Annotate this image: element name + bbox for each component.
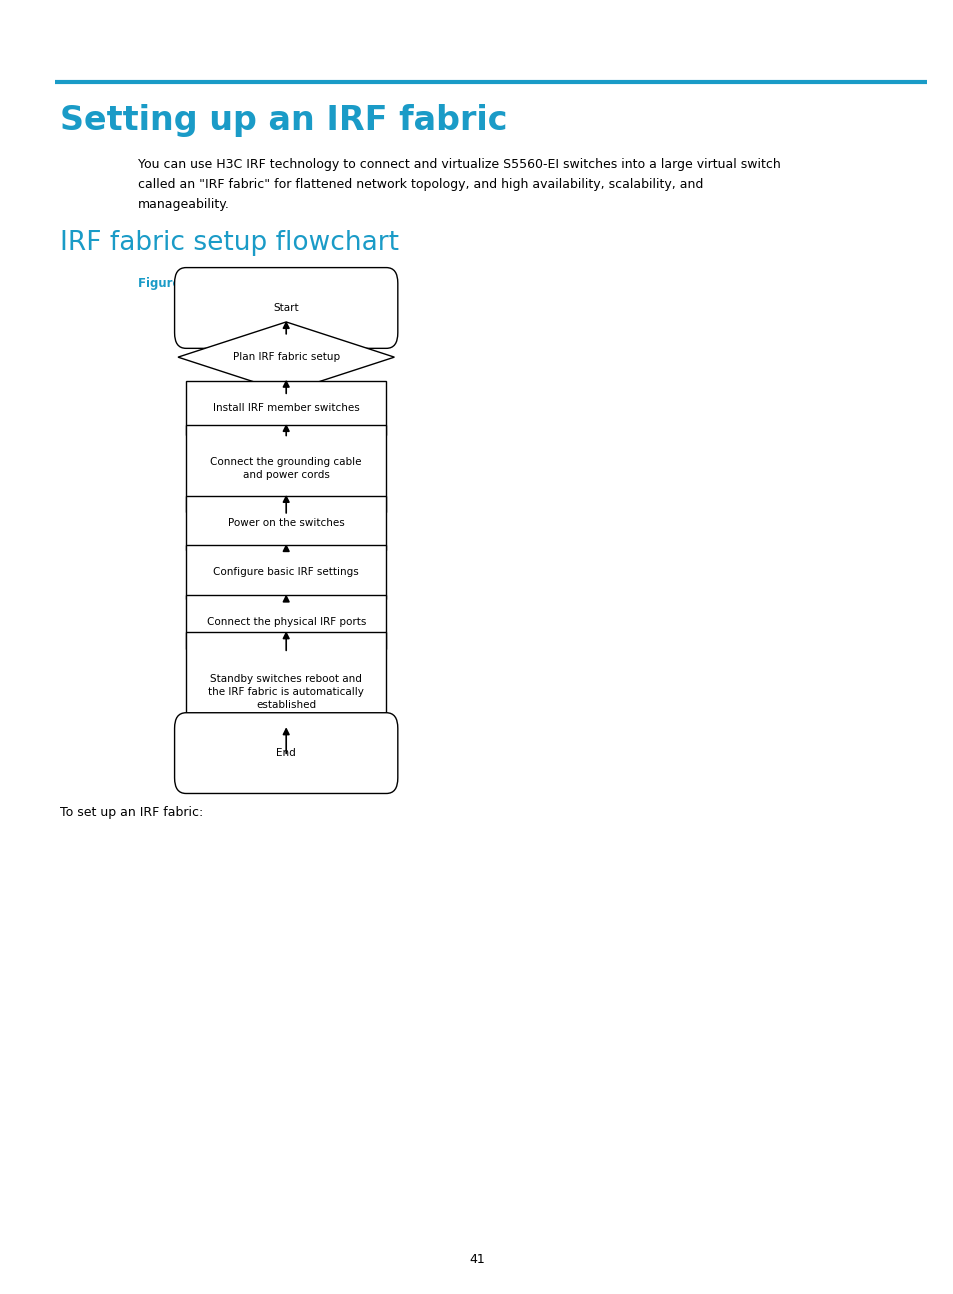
Text: Install IRF member switches: Install IRF member switches [213,402,359,413]
Text: Configure basic IRF settings: Configure basic IRF settings [213,567,358,577]
Text: Figure 52 IRF fabric setup flowchart: Figure 52 IRF fabric setup flowchart [138,277,377,290]
FancyBboxPatch shape [186,633,386,752]
Text: manageability.: manageability. [138,198,230,211]
Polygon shape [178,322,394,392]
FancyBboxPatch shape [186,380,386,435]
Text: Start: Start [274,303,298,313]
Text: End: End [276,748,295,758]
Text: Standby switches reboot and
the IRF fabric is automatically
established: Standby switches reboot and the IRF fabr… [208,674,364,710]
FancyBboxPatch shape [174,268,397,348]
Text: called an "IRF fabric" for flattened network topology, and high availability, sc: called an "IRF fabric" for flattened net… [138,177,703,192]
Text: Connect the physical IRF ports: Connect the physical IRF ports [206,617,366,628]
FancyBboxPatch shape [186,496,386,550]
Text: You can use H3C IRF technology to connect and virtualize S5560-EI switches into : You can use H3C IRF technology to connec… [138,158,781,171]
Text: IRF fabric setup flowchart: IRF fabric setup flowchart [60,230,398,256]
FancyBboxPatch shape [186,545,386,599]
FancyBboxPatch shape [186,595,386,650]
Text: Plan IRF fabric setup: Plan IRF fabric setup [233,352,339,362]
FancyBboxPatch shape [174,713,397,793]
Text: 41: 41 [469,1253,484,1266]
Text: To set up an IRF fabric:: To set up an IRF fabric: [60,806,203,819]
Text: Setting up an IRF fabric: Setting up an IRF fabric [60,104,507,137]
Text: Power on the switches: Power on the switches [228,518,344,528]
Text: Connect the grounding cable
and power cords: Connect the grounding cable and power co… [211,457,361,480]
FancyBboxPatch shape [186,424,386,512]
